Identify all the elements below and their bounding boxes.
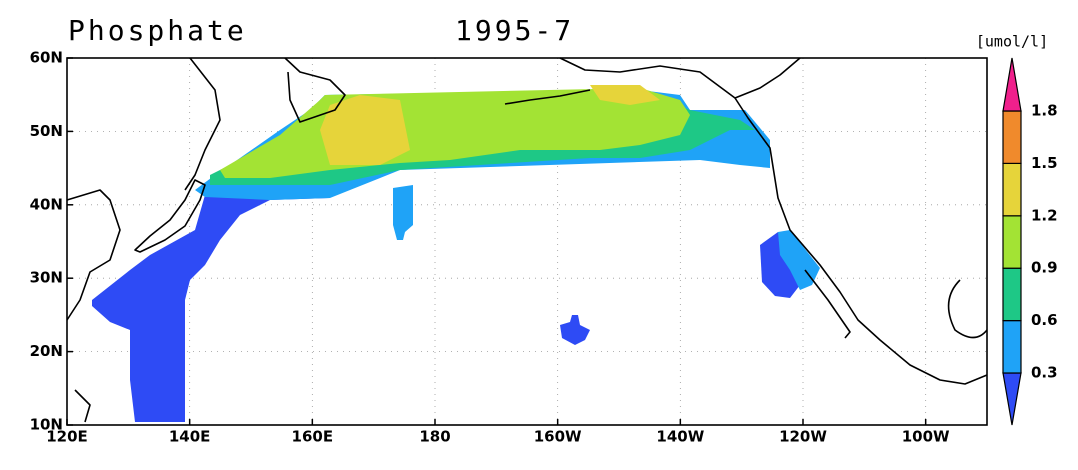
coastline xyxy=(734,57,988,385)
y-tick-label: 60N xyxy=(30,49,63,67)
colorbar-swatch xyxy=(1002,162,1022,217)
coastline xyxy=(559,57,736,99)
coastline xyxy=(66,189,121,321)
colorbar-label: 1.2 xyxy=(1031,206,1058,224)
colorbar-swatch xyxy=(1002,267,1022,322)
x-tick-label: 180 xyxy=(419,428,450,446)
coastline xyxy=(74,389,91,423)
colorbar-label: 1.5 xyxy=(1031,154,1058,172)
coastlines xyxy=(66,57,988,423)
coastline xyxy=(804,269,851,339)
unit: [umol/l] xyxy=(976,33,1048,51)
coastline xyxy=(184,57,221,191)
region xyxy=(560,315,590,345)
phosphate-field xyxy=(92,85,820,422)
x-tick-label: 100W xyxy=(902,428,950,446)
coastline xyxy=(504,89,591,105)
colorbar-label: 0.6 xyxy=(1031,311,1058,329)
region xyxy=(92,185,330,422)
colorbar-arrow xyxy=(1002,57,1022,112)
coastline xyxy=(134,179,206,253)
date: 1995-7 xyxy=(455,14,574,47)
colorbar-swatch xyxy=(1002,110,1022,165)
colorbar-label: 0.3 xyxy=(1031,364,1058,382)
colorbar-label: 0.9 xyxy=(1031,259,1058,277)
colorbar-label: 1.8 xyxy=(1031,102,1058,120)
colorbar-swatch xyxy=(1002,215,1022,269)
x-tick-label: 120E xyxy=(46,428,88,446)
colorbar-swatch xyxy=(1002,320,1022,374)
x-tick-label: 140W xyxy=(656,428,704,446)
x-tick-label: 160W xyxy=(534,428,582,446)
coastline xyxy=(947,279,988,339)
y-tick-label: 40N xyxy=(30,195,63,213)
y-tick-label: 30N xyxy=(30,269,63,287)
colorbar: 0.3 0.6 0.9 1.2 1.5 1.8 xyxy=(1002,57,1058,426)
region xyxy=(590,85,660,105)
title: Phosphate xyxy=(68,14,247,47)
y-tick-label: 10N xyxy=(30,416,63,434)
region xyxy=(393,185,413,240)
axes: 120E 140E 160E 180 160W 140W 120W 100W 10N 20N 30N… xyxy=(30,49,950,446)
y-tick-label: 20N xyxy=(30,342,63,360)
x-tick-label: 120W xyxy=(779,428,827,446)
colorbar-arrow xyxy=(1002,372,1022,426)
x-tick-label: 140E xyxy=(169,428,211,446)
x-tick-label: 160E xyxy=(292,428,334,446)
region xyxy=(320,95,410,165)
coastline xyxy=(284,57,346,123)
y-tick-label: 50N xyxy=(30,122,63,140)
map-frame xyxy=(66,57,988,426)
